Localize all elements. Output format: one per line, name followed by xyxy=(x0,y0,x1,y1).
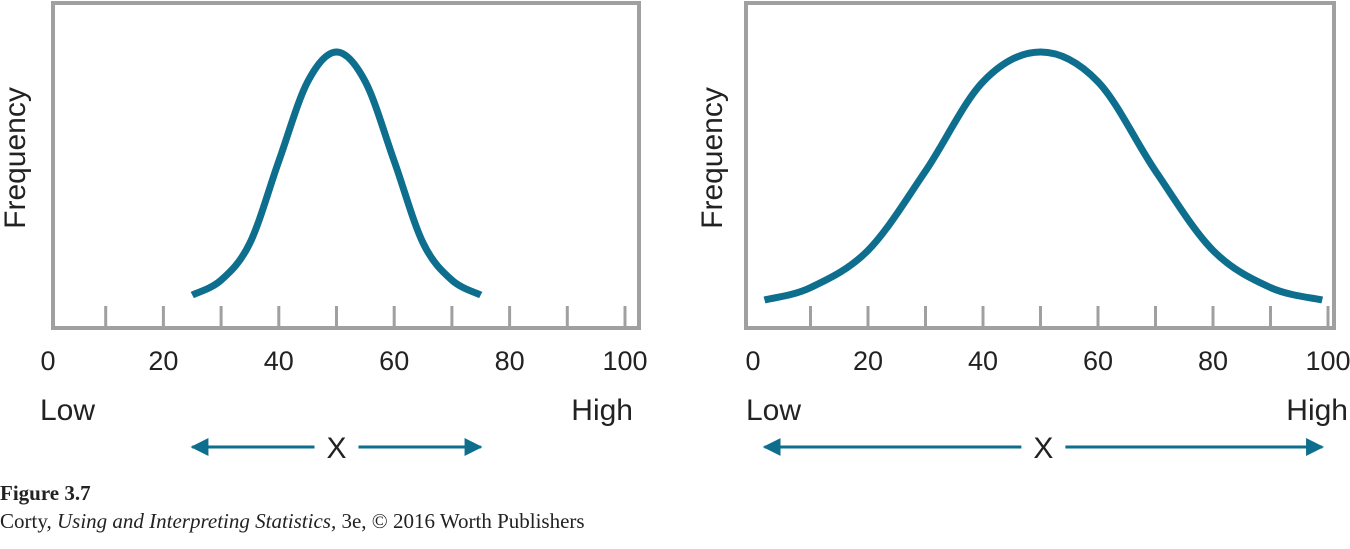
x-variable-label: X xyxy=(1033,432,1053,465)
distribution-curve xyxy=(190,48,483,299)
distribution-curve xyxy=(763,48,1324,304)
x-tick-label: 100 xyxy=(602,346,647,376)
x-high-label: High xyxy=(1286,394,1348,427)
x-tick-label: 40 xyxy=(264,346,294,376)
x-tick-label: 100 xyxy=(1305,346,1350,376)
x-variable-label: X xyxy=(326,432,346,465)
x-tick-label: 60 xyxy=(1083,346,1113,376)
x-low-label: Low xyxy=(40,394,95,427)
x-tick-label: 20 xyxy=(148,346,178,376)
x-low-label: Low xyxy=(746,394,801,427)
x-tick-label: 20 xyxy=(853,346,883,376)
x-tick-label: 60 xyxy=(379,346,409,376)
figure-credit: Corty, Using and Interpreting Statistics… xyxy=(0,509,1350,534)
chart-panel-right: 0 20 40 60 80 100 Frequency Low High X xyxy=(696,1,1350,465)
y-axis-label: Frequency xyxy=(696,87,729,229)
x-tick-label: 80 xyxy=(495,346,525,376)
credit-author: Corty, xyxy=(0,509,57,533)
figure-canvas: 0 20 40 60 80 100 Frequency Low High X 0 20 40 60 80 1… xyxy=(0,1,1350,465)
credit-rest: 3e, © 2016 Worth Publishers xyxy=(336,509,585,533)
x-tick-label: 40 xyxy=(968,346,998,376)
chart-panel-left: 0 20 40 60 80 100 Frequency Low High X xyxy=(0,1,648,465)
x-high-label: High xyxy=(571,394,633,427)
x-tick-label: 0 xyxy=(745,346,760,376)
figure-number: Figure 3.7 xyxy=(0,481,91,505)
x-tick-label: 0 xyxy=(40,346,55,376)
credit-book-title: Using and Interpreting Statistics, xyxy=(56,509,337,533)
plot-frame xyxy=(51,1,641,330)
y-axis-label: Frequency xyxy=(0,87,32,229)
x-tick-label: 80 xyxy=(1198,346,1228,376)
